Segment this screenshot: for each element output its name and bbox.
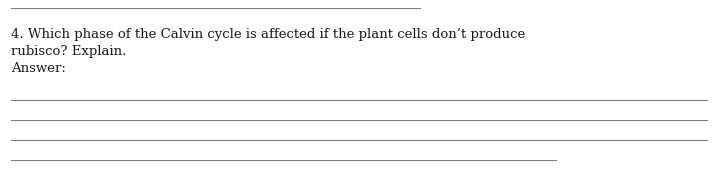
- Text: 4. Which phase of the Calvin cycle is affected if the plant cells don’t produce: 4. Which phase of the Calvin cycle is af…: [11, 28, 525, 41]
- Text: rubisco? Explain.: rubisco? Explain.: [11, 45, 126, 58]
- Text: Answer:: Answer:: [11, 62, 65, 75]
